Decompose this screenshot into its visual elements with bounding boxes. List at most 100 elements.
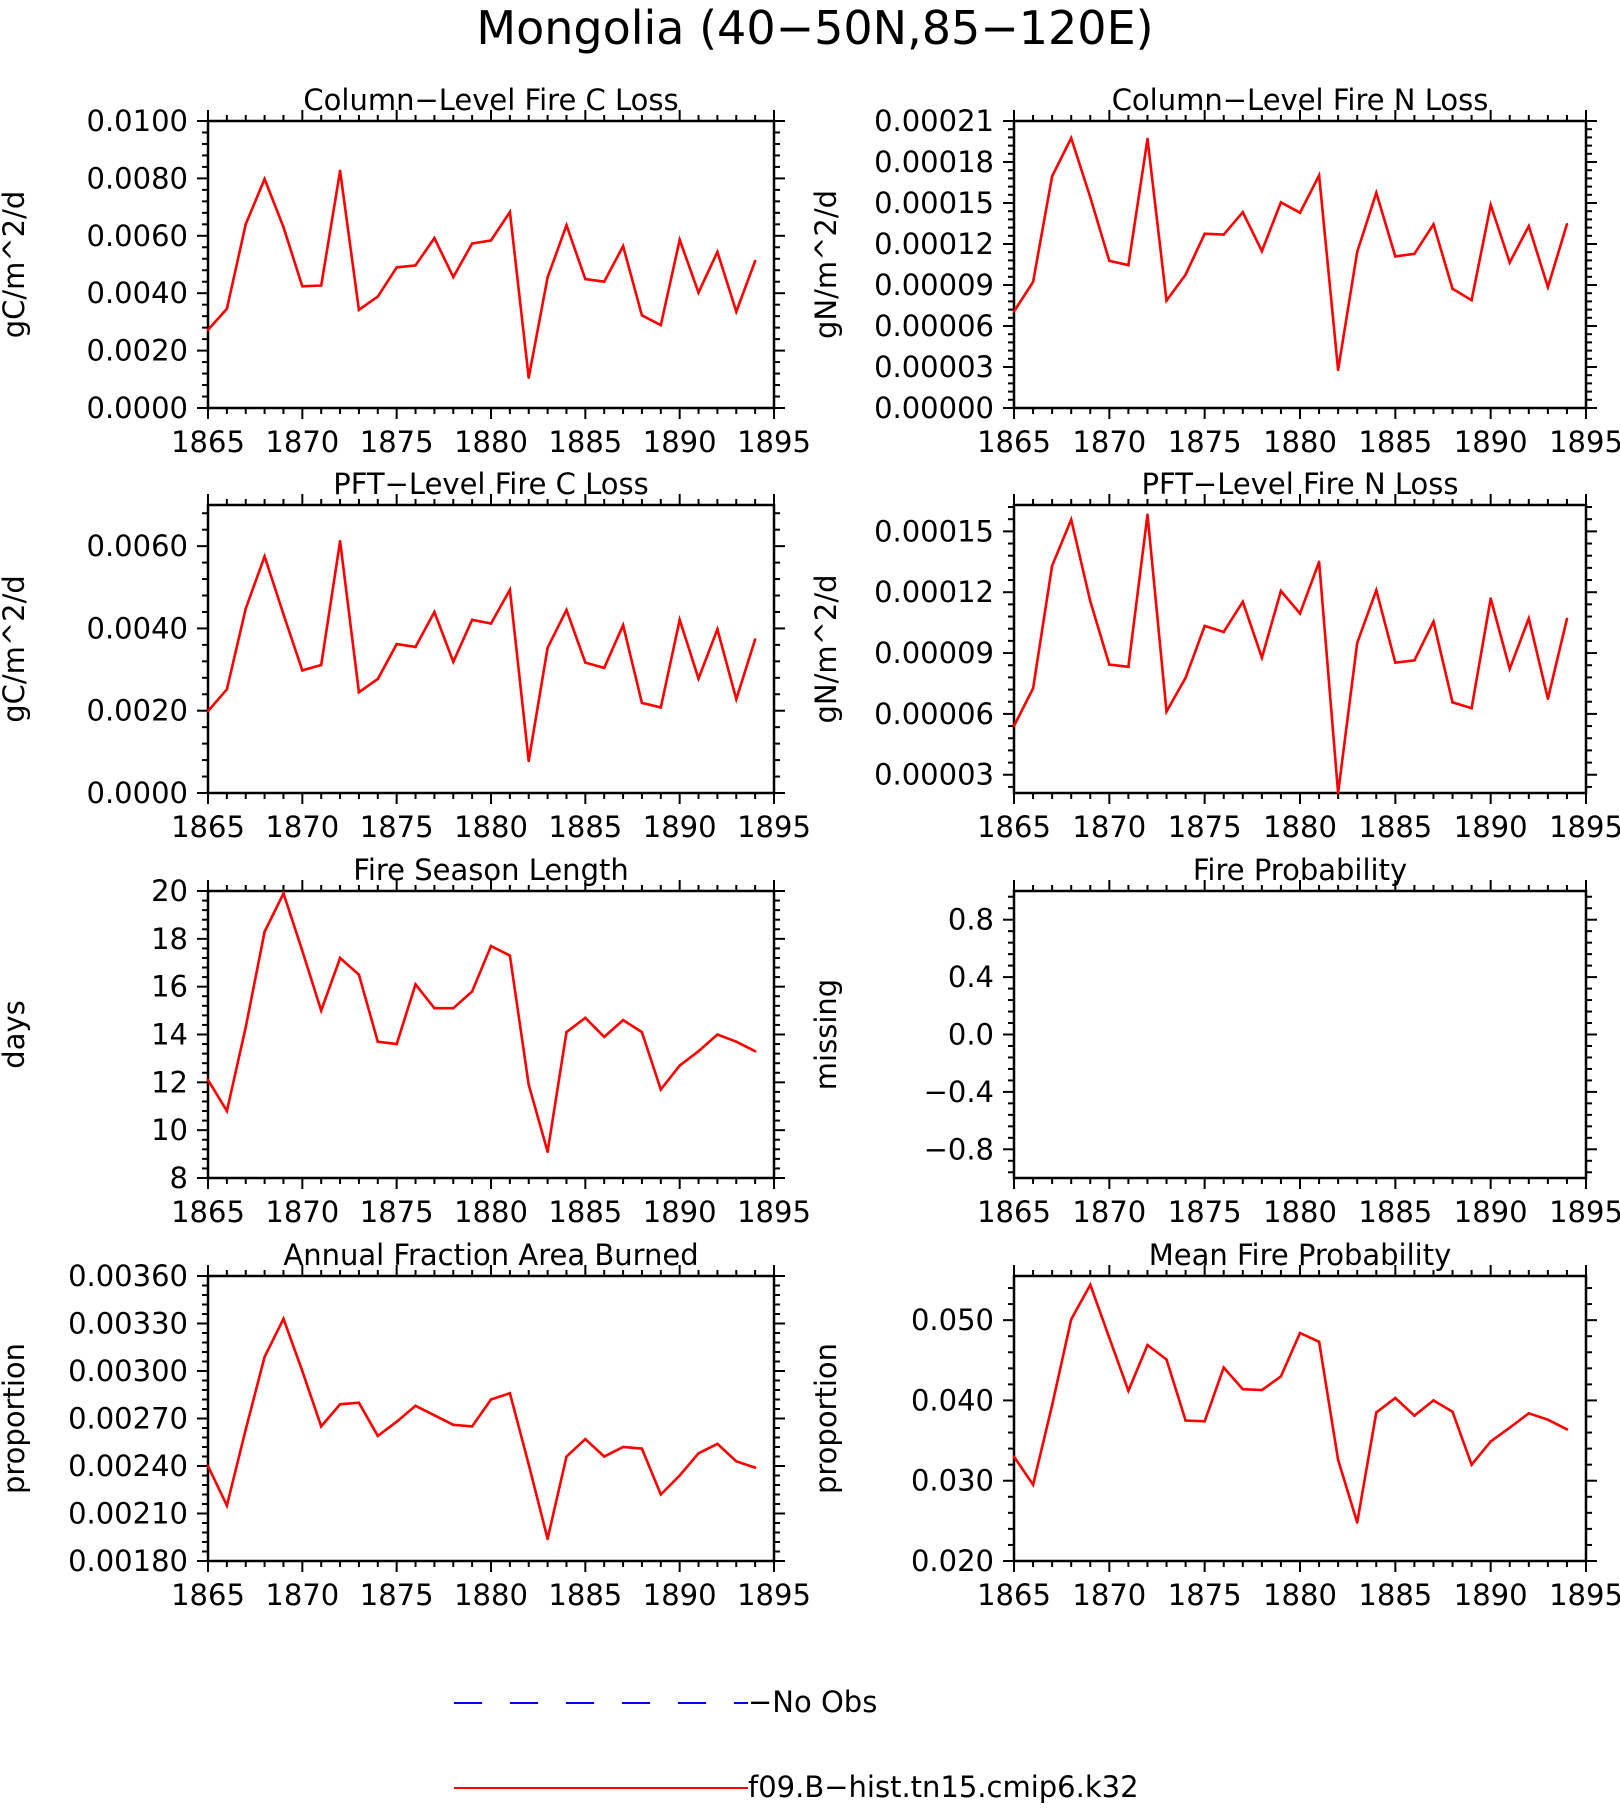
data-point: [1355, 1521, 1359, 1524]
legend-label: f09.B−hist.tn15.cmip6.k32: [748, 1770, 1139, 1804]
data-point: [319, 1009, 323, 1012]
y-tick-label: 0.0: [948, 1018, 994, 1052]
x-tick-label: 1885: [548, 810, 622, 844]
y-tick-label: 0.00009: [874, 636, 994, 670]
data-point: [640, 1030, 644, 1034]
data-point: [753, 259, 757, 263]
data-point: [1317, 1340, 1321, 1344]
data-point: [753, 1049, 757, 1053]
data-point: [602, 1455, 606, 1458]
data-point: [1184, 273, 1187, 276]
data-point: [734, 1459, 738, 1463]
data-point: [640, 313, 644, 317]
data-point: [1127, 665, 1130, 669]
data-point: [1374, 588, 1378, 592]
data-point: [659, 706, 663, 709]
data-point: [565, 1455, 568, 1458]
x-tick-label: 1870: [265, 1578, 339, 1612]
x-tick-label: 1875: [360, 810, 434, 844]
data-point: [1260, 249, 1264, 253]
x-tick-label: 1865: [977, 1578, 1051, 1612]
data-point: [1336, 1458, 1340, 1462]
data-point: [565, 223, 568, 227]
x-tick-label: 1895: [1549, 1195, 1620, 1229]
data-point: [1527, 1411, 1531, 1415]
data-point: [1413, 252, 1416, 256]
data-point: [1451, 287, 1454, 291]
data-point: [508, 1391, 512, 1395]
x-tick-label: 1880: [454, 810, 528, 844]
chart-panel: 1865 1870 1875 1880 1885 1890 1895 0.00003 0.000…: [809, 467, 1620, 844]
y-tick-label: 18: [151, 922, 188, 956]
data-point: [319, 284, 323, 287]
data-point: [1336, 368, 1340, 372]
data-point: [1489, 203, 1492, 207]
y-tick-label: 0.8: [948, 903, 994, 937]
x-tick-label: 1895: [737, 810, 811, 844]
data-point: [1241, 1387, 1245, 1391]
y-tick-label: 0.00015: [874, 514, 994, 548]
data-point: [1394, 1396, 1397, 1400]
data-point: [1279, 201, 1283, 204]
data-point: [1050, 175, 1054, 178]
x-tick-label: 1890: [643, 810, 717, 844]
x-tick-label: 1890: [643, 1195, 717, 1229]
data-point: [1279, 589, 1283, 593]
series-line: [206, 889, 756, 1153]
x-tick-label: 1895: [1549, 1578, 1620, 1612]
data-point: [206, 1464, 210, 1468]
data-point: [508, 588, 512, 592]
data-point: [414, 982, 417, 986]
data-point: [282, 892, 285, 895]
data-point: [1279, 1375, 1283, 1378]
y-tick-label: 0.00000: [874, 391, 994, 425]
x-tick-label: 1885: [548, 1195, 622, 1229]
data-point: [678, 1064, 681, 1067]
x-tick-label: 1880: [1263, 1195, 1337, 1229]
data-point: [1432, 223, 1435, 226]
x-tick-label: 1870: [265, 810, 339, 844]
data-point: [489, 1398, 493, 1401]
data-point: [1336, 791, 1340, 795]
data-point: [1146, 137, 1149, 141]
chart-panel: 1865 1870 1875 1880 1885 1890 1895 0.00180 0.002…: [0, 1238, 811, 1612]
y-tick-label: 0.00210: [68, 1497, 188, 1531]
data-point: [414, 645, 417, 649]
data-point: [621, 1018, 625, 1022]
chart-panel: 1865 1870 1875 1880 1885 1890 1895 0.00000 0.000…: [809, 83, 1620, 459]
data-point: [470, 242, 474, 245]
data-point: [206, 328, 210, 332]
x-tick-label: 1895: [1549, 425, 1620, 459]
data-point: [244, 1428, 248, 1431]
plot-frame: [1012, 1274, 1588, 1563]
data-point: [1298, 211, 1302, 215]
y-tick-label: 0.050: [911, 1303, 994, 1337]
data-point: [1355, 641, 1359, 645]
y-tick-label: 0.00360: [68, 1259, 188, 1293]
data-point: [470, 618, 474, 622]
data-point: [753, 1466, 757, 1469]
x-tick-label: 1880: [1263, 810, 1337, 844]
y-tick-label: 0.00270: [68, 1402, 188, 1436]
data-point: [1108, 259, 1111, 263]
data-point: [1031, 280, 1035, 284]
y-tick-label: 0.00018: [874, 145, 994, 179]
y-tick-label: 0.0040: [87, 276, 188, 310]
data-point: [1088, 600, 1092, 603]
data-point: [1069, 1318, 1073, 1321]
data-point: [1146, 513, 1149, 517]
plot-frame: [1012, 503, 1588, 795]
data-point: [640, 1447, 644, 1450]
data-point: [1374, 191, 1378, 195]
y-tick-label: 0.020: [911, 1544, 994, 1578]
x-tick-label: 1885: [1358, 1195, 1432, 1229]
data-point: [357, 690, 361, 694]
data-point: [1241, 600, 1245, 604]
x-tick-label: 1875: [360, 425, 434, 459]
data-point: [1031, 687, 1035, 690]
data-point: [301, 1369, 304, 1373]
data-point: [621, 623, 625, 627]
plot-frame: [1012, 889, 1588, 1180]
data-point: [1374, 1411, 1378, 1414]
data-point: [527, 1083, 531, 1087]
